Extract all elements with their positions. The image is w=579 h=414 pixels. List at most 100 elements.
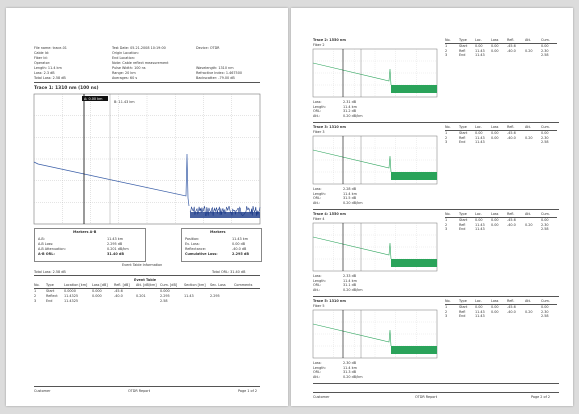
event-cell: 11.4325 (64, 299, 79, 303)
header-divider (34, 82, 260, 83)
cursor-a-label: A: 0.00 km (84, 97, 103, 101)
event-cell: 11.4325 (64, 294, 79, 298)
mini-table-cell: 0.20 (525, 48, 533, 53)
mini-table-cell: 0.00 (475, 305, 483, 309)
mini-table-cell: -40.0 (507, 222, 516, 227)
header-left-row: Fiber Id: (34, 56, 48, 60)
mini-table-header: Type (459, 38, 467, 42)
mini-info-label: Length: (313, 365, 326, 370)
mini-table-header: Refl. (507, 299, 515, 303)
event-cell: 2.295 (210, 294, 220, 298)
footer-mid: OTDR Report (415, 395, 438, 399)
section-divider (313, 122, 559, 123)
mini-table-cell: End (459, 314, 466, 318)
event-table-title: Event Table (134, 278, 157, 282)
mini-info-value: 31.3 dB (343, 370, 357, 374)
mini-trace-plot[interactable] (312, 135, 438, 185)
mini-table-header: Loss (491, 125, 499, 129)
mini-table-cell: 11.43 (475, 135, 485, 140)
results-left-label: A-B Loss: (38, 242, 54, 246)
mini-trace-section: Trace 4: 1550 nm Fiber 4 Loss: 2.33 dB Lengt… (291, 212, 573, 298)
mini-table-cell: 2.58 (541, 227, 549, 231)
mini-table-header: Loc. (475, 38, 482, 42)
mini-table-cell: Refl (459, 135, 466, 140)
mini-table-header: No. (445, 212, 451, 216)
mini-table-cell: 2 (445, 222, 448, 227)
mini-info-value: 11.4 km (343, 191, 357, 196)
mini-table-cell: 11.43 (475, 309, 485, 314)
mini-table-cell: 2 (445, 135, 448, 140)
mini-info-value: 11.4 km (343, 365, 357, 370)
mini-table-cell: 2.58 (541, 140, 549, 144)
header-left-row: Loss: 2.3 dB (34, 71, 55, 75)
event-cell: 2.295 (160, 294, 170, 298)
footer-right: Page 2 of 2 (531, 395, 551, 399)
mini-table-header: Loc. (475, 299, 482, 303)
mini-trace-section: Trace 2: 1550 nm Fiber 2 Loss: 2.31 dB Lengt… (291, 38, 573, 124)
mini-noise-band (391, 346, 437, 354)
mini-info-label: ORL: (313, 109, 322, 113)
mini-info-value: 2.28 dB (343, 187, 357, 191)
mini-table-header: No. (445, 125, 451, 129)
header-left-row: File name: trace-01 (34, 46, 67, 50)
mini-trace-line (312, 236, 392, 260)
mini-info-value: 11.4 km (343, 278, 357, 283)
mini-trace-line (312, 149, 392, 173)
trace-plot[interactable]: A: 0.00 km B: 11.43 km (33, 93, 261, 225)
event-col-header: Comments (234, 283, 253, 287)
mini-table-cell: 0.20 (525, 135, 533, 140)
mini-table-cell: 2.58 (541, 53, 549, 57)
mini-table-cell: 11.43 (475, 140, 485, 144)
mini-table-cell: 2 (445, 309, 448, 314)
mini-table-cell: 0.00 (491, 131, 499, 135)
trace-line (33, 153, 190, 207)
mini-trace-plot[interactable] (312, 48, 438, 98)
results-left-value: 0.201 dB/km (107, 247, 129, 251)
mini-table-header: No. (445, 38, 451, 42)
mini-table-header: Loss (491, 212, 499, 216)
results-right-box: Markers Position: 11.43 km Ev. Loss: 0.0… (181, 228, 262, 262)
mini-table-cell: 0.00 (491, 222, 499, 227)
mini-table-cell: End (459, 227, 466, 231)
event-table: No. Type Location [km] Loss [dB] Refl. [dB] A… (34, 283, 260, 311)
mini-info-label: ORL: (313, 196, 322, 200)
mini-table-header: Refl. (507, 38, 515, 42)
mini-trace-plot[interactable] (312, 222, 438, 272)
mini-table-cell: 0.00 (541, 131, 549, 135)
mini-table-header: Refl. (507, 212, 515, 216)
mini-table-cell: 2.30 (541, 48, 549, 53)
mini-table-cell: 0.00 (475, 218, 483, 222)
mini-table-header: Loc. (475, 212, 482, 216)
event-cell: Reflect (46, 294, 58, 298)
mini-trace-section: Trace 3: 1310 nm Fiber 3 Loss: 2.28 dB Lengt… (291, 125, 573, 211)
mini-table-cell: 1 (445, 44, 448, 48)
header-left-row: Total Loss: 2.58 dB (34, 76, 66, 80)
mini-trace-subtitle: Fiber 5 (313, 304, 325, 308)
mini-table-cell: 0.00 (491, 48, 499, 53)
mini-info-label: ORL: (313, 370, 322, 374)
cursor-a-flag (82, 96, 108, 101)
mini-table-cell: Refl (459, 48, 466, 53)
mini-trace-plot[interactable] (312, 309, 438, 359)
event-cell: Start (46, 289, 55, 293)
event-col-header: Location [km] (64, 283, 88, 287)
event-cell: 1 (34, 289, 37, 293)
footer-divider (34, 386, 260, 387)
mini-info-value: 2.30 dB (343, 361, 357, 365)
event-header-divider (34, 287, 260, 289)
footer-right: Page 1 of 2 (238, 389, 258, 393)
mini-table-cell: 2.58 (541, 314, 549, 318)
mini-table-cell: Refl (459, 309, 466, 314)
mini-info-label: Att.: (313, 113, 321, 118)
mini-table-cell: 0.00 (475, 44, 483, 48)
event-cell: 0.0000 (64, 289, 76, 293)
results-right-value: 0.00 dB (232, 242, 246, 246)
mini-table-cell: 2.30 (541, 222, 549, 227)
mini-table-cell: Start (459, 131, 468, 135)
mini-table-cell: 1 (445, 131, 448, 135)
mini-trace-section: Trace 5: 1310 nm Fiber 5 Loss: 2.30 dB Lengt… (291, 299, 573, 385)
header-mid-row: Origin Location: (112, 51, 139, 55)
mini-table-cell: 2 (445, 48, 448, 53)
mini-trace-title: Trace 2: 1550 nm (313, 38, 346, 42)
results-right-label: Position: (185, 237, 200, 241)
